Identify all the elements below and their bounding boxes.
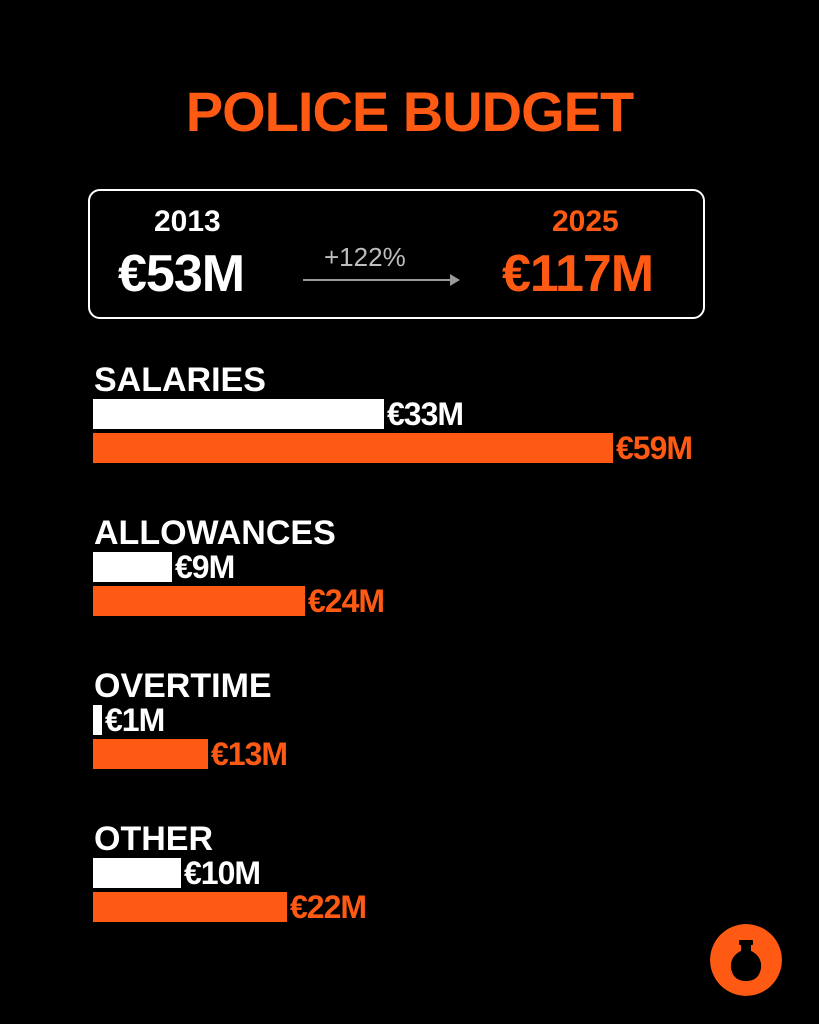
to-value: €117M	[502, 245, 654, 303]
data-label-2013-salaries: €33M	[387, 396, 464, 432]
data-label-2013-overtime: €1M	[105, 702, 165, 738]
bar-2013-other	[93, 858, 181, 888]
category-label: SALARIES	[94, 361, 266, 399]
category-label: ALLOWANCES	[94, 514, 336, 552]
from-year: 2013	[154, 205, 221, 238]
budget-summary-box: 2013 €53M +122% 2025 €117M	[88, 189, 705, 319]
arrow-head-icon	[450, 274, 460, 286]
to-year: 2025	[552, 205, 619, 238]
page-title: POLICE BUDGET	[185, 80, 634, 143]
from-value: €53M	[118, 245, 245, 303]
jar-icon	[710, 924, 782, 996]
bar-2013-salaries	[93, 399, 384, 429]
bar-2025-other	[93, 892, 287, 922]
bar-2025-salaries	[93, 433, 613, 463]
data-label-2013-allowances: €9M	[175, 549, 235, 585]
change-percent: +122%	[324, 242, 406, 272]
data-label-2025-overtime: €13M	[211, 736, 288, 772]
category-label: OTHER	[94, 820, 213, 858]
bar-2013-overtime	[93, 705, 102, 735]
data-label-2025-other: €22M	[290, 889, 367, 925]
data-label-2025-salaries: €59M	[616, 430, 693, 466]
category-label: OVERTIME	[94, 667, 272, 705]
data-label-2013-other: €10M	[184, 855, 261, 891]
data-label-2025-allowances: €24M	[308, 583, 385, 619]
bar-2013-allowances	[93, 552, 172, 582]
arrow-right-icon	[303, 279, 453, 281]
bar-2025-overtime	[93, 739, 208, 769]
bar-2025-allowances	[93, 586, 305, 616]
